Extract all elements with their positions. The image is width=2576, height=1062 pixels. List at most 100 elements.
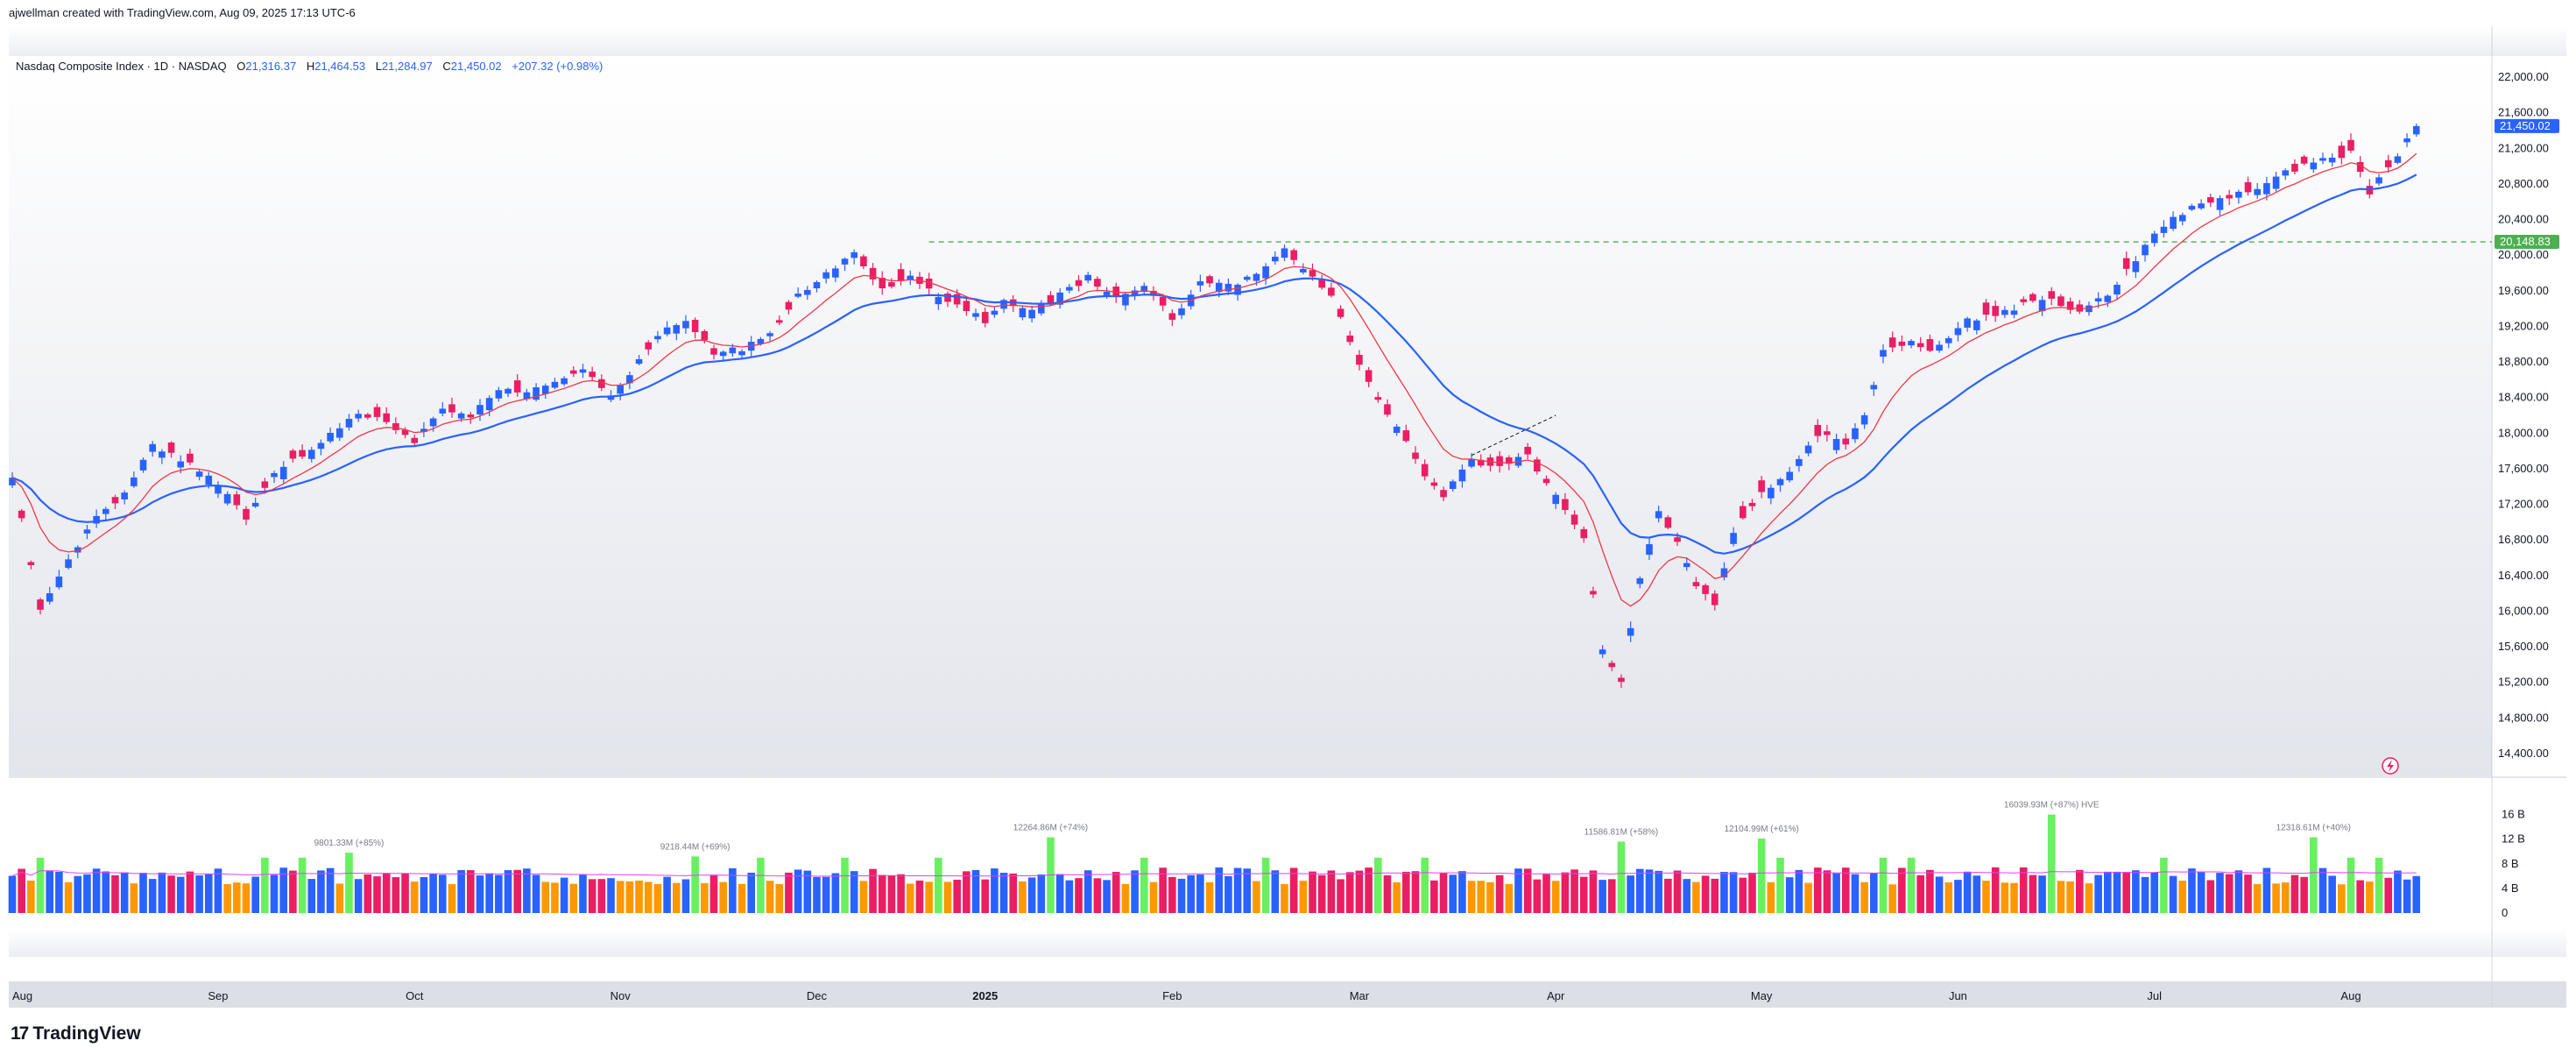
candle-body [2310, 162, 2318, 170]
candle-body [551, 381, 559, 388]
volume-bar [513, 869, 522, 913]
volume-bar [420, 877, 428, 913]
candle-body [972, 313, 979, 317]
volume-bar [1177, 878, 1186, 913]
chart-credit: ajwellman created with TradingView.com, … [9, 6, 356, 19]
volume-bar [438, 874, 447, 913]
candle-body [2338, 145, 2346, 159]
volume-bar [2169, 875, 2177, 913]
candle-body [701, 330, 709, 340]
candle-body [589, 372, 596, 378]
volume-bar [1692, 881, 1700, 913]
volume-bar [2338, 884, 2346, 913]
candle-body [1814, 424, 1822, 436]
volume-bar [1168, 876, 1176, 913]
volume-bar [1075, 878, 1083, 913]
candle-body [215, 485, 222, 494]
volume-bar [2160, 857, 2168, 913]
volume-bar [1748, 872, 1756, 913]
volume-ma-line [11, 870, 2417, 877]
candle-body [223, 493, 231, 504]
volume-bar [691, 856, 699, 913]
price-tags: 21,450.02 20,148.83 [2495, 118, 2559, 250]
volume-bar [74, 875, 82, 913]
candle-body [1215, 282, 1223, 293]
candle-body [1272, 256, 1279, 262]
volume-bar [1253, 881, 1260, 913]
volume-bar [92, 868, 101, 913]
volume-bar [1916, 874, 1925, 913]
trend-line [1471, 414, 1556, 457]
candle-body [336, 428, 343, 438]
price-tick-label: 18,800.00 [2498, 355, 2549, 368]
volume-tick-label: 4 B [2502, 881, 2519, 895]
volume-bar [1233, 867, 1242, 913]
candle-body [710, 348, 717, 355]
candle-body [2244, 181, 2252, 193]
candle-body [2150, 233, 2158, 244]
candle-body [345, 418, 353, 428]
candle-body [1562, 499, 1569, 511]
volume-bar [1281, 883, 1288, 913]
volume-bar [1570, 869, 1578, 913]
candle-body [2122, 258, 2130, 269]
volume-axis-ticks: 16 B 12 B 8 B 4 B 0 [2502, 808, 2525, 919]
volume-bar [794, 869, 802, 913]
volume-tick-label: 0 [2502, 906, 2508, 919]
candle-body [2160, 226, 2168, 233]
candle-body [467, 414, 475, 418]
volume-bar [2066, 881, 2074, 913]
volume-tick-label: 16 B [2502, 808, 2525, 821]
volume-bar [1898, 867, 1906, 913]
last-price-tag: 21,450.02 [2500, 119, 2551, 132]
candle-body [2328, 157, 2336, 163]
candle-body [2291, 163, 2298, 172]
volume-bar [1673, 870, 1682, 913]
volume-tick-label: 8 B [2502, 857, 2519, 870]
candle-body [654, 336, 661, 340]
candle-body [1253, 273, 1260, 281]
candle-body [2029, 294, 2036, 301]
volume-bar [1131, 870, 1139, 913]
candle-body [1300, 268, 1307, 273]
time-axis-label: Oct [406, 989, 424, 1002]
candle-body [1599, 649, 1606, 655]
volume-bar [8, 875, 17, 913]
volume-bar [719, 881, 727, 913]
volume-bar [2038, 875, 2046, 913]
candle-body [1374, 397, 1382, 400]
candle-body [195, 471, 203, 478]
candle-body [1776, 478, 1784, 485]
lightning-icon[interactable] [2382, 757, 2399, 775]
volume-bar [2104, 871, 2112, 913]
volume-bar [597, 879, 606, 913]
volume-bar [195, 875, 203, 913]
price-tick-label: 22,000.00 [2498, 70, 2549, 83]
volume-bar [410, 881, 419, 913]
volume-bar [1065, 880, 1074, 913]
volume-bar [167, 875, 175, 913]
volume-bar [2253, 883, 2262, 913]
volume-bar [1140, 857, 1148, 913]
volume-bar [1243, 868, 1252, 913]
candle-body [579, 369, 587, 373]
candle-body [420, 428, 427, 433]
candle-body [1262, 266, 1269, 279]
volume-bar [139, 873, 147, 913]
volume-bar [1055, 874, 1064, 913]
candle-body [2170, 216, 2177, 230]
volume-bar [2300, 876, 2308, 913]
volume-bar [2178, 880, 2187, 913]
candle-body [1019, 308, 1027, 318]
price-chart[interactable]: Nasdaq Composite Index · 1D · NASDAQ O21… [0, 0, 2576, 1016]
candle-body [1992, 306, 1999, 316]
volume-annotations: 9801.33M (+85%) 9218.44M (+69%) 12264.86M … [314, 801, 2351, 853]
volume-bar [701, 882, 709, 913]
volume-bar [335, 883, 344, 913]
candle-body [832, 268, 839, 278]
price-tick-label: 16,800.00 [2498, 533, 2549, 546]
volume-bar [757, 857, 765, 913]
volume-bar [1027, 877, 1036, 913]
volume-bar [1299, 881, 1308, 913]
volume-bar [2141, 876, 2149, 913]
